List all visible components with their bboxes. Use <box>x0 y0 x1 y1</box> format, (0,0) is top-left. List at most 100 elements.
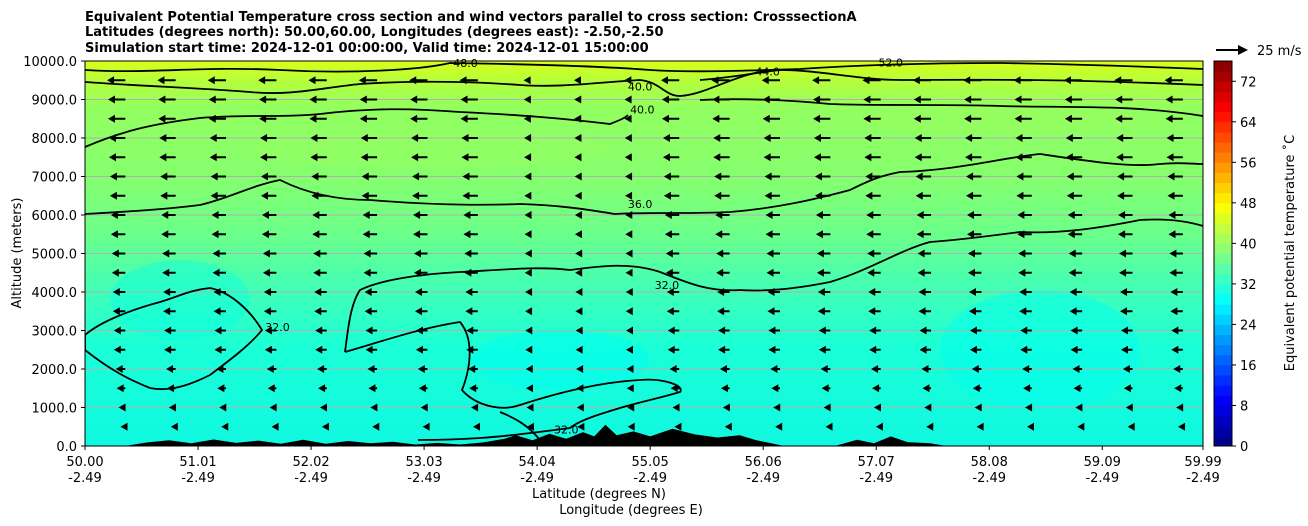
wind-vector <box>716 268 730 277</box>
wind-vector-head <box>1020 326 1028 335</box>
x-tick-label-latitude: 54.04 <box>519 455 556 470</box>
wind-vector <box>361 172 378 181</box>
wind-vector-head <box>321 422 329 431</box>
wind-vector <box>626 365 634 373</box>
wind-vector-head <box>764 172 772 181</box>
wind-vector-head <box>1165 95 1173 104</box>
colorbar-segment <box>1214 243 1232 254</box>
wind-vector <box>413 230 428 239</box>
wind-vector <box>964 95 982 104</box>
wind-vector-head <box>264 326 272 335</box>
colorbar-segment <box>1214 142 1232 153</box>
colorbar-tick-label: 16 <box>1240 359 1257 374</box>
wind-vector-head <box>1164 76 1172 85</box>
wind-vector <box>411 153 428 162</box>
wind-vector <box>213 288 227 296</box>
wind-vector-head <box>1115 114 1123 123</box>
wind-vector <box>468 365 478 373</box>
wind-vector <box>1072 365 1083 373</box>
wind-vector <box>412 191 428 200</box>
wind-vector-head <box>269 403 277 412</box>
wind-vector <box>263 288 277 296</box>
wind-vector <box>208 95 227 104</box>
wind-vector-head <box>625 191 633 200</box>
wind-vector-head <box>768 345 776 354</box>
wind-vector <box>761 76 780 85</box>
wind-vector <box>1176 403 1184 412</box>
wind-vector-head <box>866 230 874 239</box>
wind-vector-head <box>524 230 532 239</box>
wind-vector-head <box>1171 326 1179 335</box>
wind-vector-head <box>575 249 583 258</box>
wind-vector <box>1169 268 1183 277</box>
wind-vector <box>315 326 327 335</box>
wind-vector <box>863 114 881 123</box>
wind-vector <box>724 422 732 431</box>
wind-vector-head <box>1114 76 1122 85</box>
wind-vector <box>916 211 932 219</box>
wind-vector-head <box>461 153 469 162</box>
wind-vector <box>867 268 881 277</box>
wind-vector-head <box>771 384 779 393</box>
wind-vector-head <box>718 345 726 354</box>
wind-vector-head <box>1014 95 1022 104</box>
wind-vector-head <box>109 191 117 200</box>
wind-vector <box>412 172 428 181</box>
wind-vector-head <box>713 153 721 162</box>
wind-vector <box>1015 134 1032 142</box>
wind-vector-head <box>864 153 872 162</box>
wind-vector-head <box>262 249 270 258</box>
wind-vector <box>716 249 730 258</box>
wind-vector-head <box>965 153 973 162</box>
wind-vector <box>111 268 126 277</box>
wind-vector <box>1120 288 1133 296</box>
wind-vector <box>360 153 378 162</box>
y-axis-label: Altitude (meters) <box>10 198 25 309</box>
wind-vector <box>1017 211 1032 219</box>
wind-vector-head <box>164 345 172 354</box>
wind-vector-head <box>1167 191 1175 200</box>
wind-vector <box>1068 268 1083 277</box>
wind-vector-head <box>919 326 927 335</box>
wind-vector-head <box>875 422 883 431</box>
wind-vector-head <box>170 422 178 431</box>
wind-vector <box>1118 230 1133 239</box>
wind-vector <box>115 365 126 373</box>
wind-vector-head <box>1077 422 1085 431</box>
wind-vector <box>525 345 533 354</box>
colorbar-segment <box>1214 415 1232 427</box>
wind-vector <box>1178 422 1186 431</box>
wind-vector <box>358 76 378 85</box>
wind-vector-head <box>259 95 267 104</box>
wind-vector <box>259 95 277 104</box>
wind-vector <box>625 288 633 296</box>
wind-vector <box>967 268 982 277</box>
wind-vector-head <box>468 365 476 373</box>
wind-vector-head <box>358 76 366 85</box>
wind-vector <box>967 230 982 239</box>
wind-vector <box>422 422 430 431</box>
colorbar-segment <box>1214 212 1232 224</box>
wind-vector <box>258 76 277 85</box>
wind-vector-head <box>414 249 422 258</box>
wind-vector-head <box>817 307 825 316</box>
wind-vector <box>1115 114 1133 123</box>
x-tick-label-latitude: 52.02 <box>292 455 329 470</box>
wind-vector <box>1075 403 1083 412</box>
wind-vector <box>575 268 583 277</box>
wind-vector-head <box>523 76 531 85</box>
wind-vector <box>212 249 227 258</box>
wind-vector-head <box>763 153 771 162</box>
wind-vector <box>362 230 378 239</box>
wind-vector-head <box>417 365 425 373</box>
wind-vector-head <box>217 384 225 393</box>
wind-vector-head <box>1125 403 1133 412</box>
wind-vector <box>967 249 982 258</box>
wind-vector-head <box>1015 134 1023 142</box>
wind-vector <box>107 76 126 85</box>
chart-title-line-2: Latitudes (degrees north): 50.00,60.00, … <box>85 25 664 40</box>
contour-labels: 48.0 52.0 44.0 40.0 40.0 36.0 32.0 32.0 32.0 <box>265 56 903 436</box>
wind-vector-head <box>118 403 126 412</box>
wind-vector <box>320 403 328 412</box>
wind-vector-head <box>313 249 321 258</box>
